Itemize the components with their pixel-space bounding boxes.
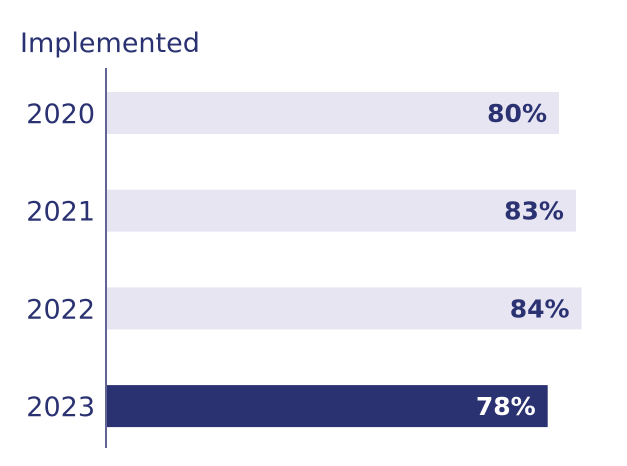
value-label-2023: 78%: [476, 392, 536, 421]
category-label-2020: 2020: [26, 99, 95, 130]
chart-title: Implemented: [20, 28, 200, 59]
bar-2022: [107, 287, 582, 330]
bar-2020: [107, 92, 559, 134]
value-label-2022: 84%: [510, 294, 570, 323]
value-label-2020: 80%: [487, 99, 547, 128]
category-label-2021: 2021: [26, 197, 95, 228]
category-label-2023: 2023: [26, 392, 95, 423]
category-label-2022: 2022: [26, 294, 95, 325]
value-label-2021: 83%: [504, 197, 564, 226]
category-labels-group: 2020 2021 2022 2023: [26, 99, 95, 423]
bars-group: [107, 92, 582, 428]
bar-2023: [107, 385, 548, 428]
value-labels-group: 80% 83% 84% 78%: [476, 99, 570, 421]
bar-2021: [107, 189, 576, 232]
